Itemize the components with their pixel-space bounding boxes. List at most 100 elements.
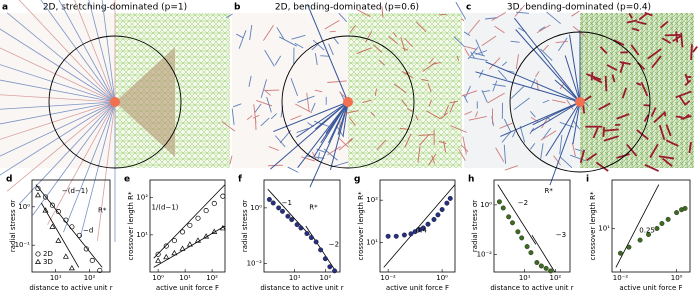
annotation: R* <box>309 204 318 212</box>
y-tick-label: 10⁻¹ <box>15 241 31 249</box>
filament <box>510 85 525 99</box>
filament <box>404 37 413 48</box>
filament <box>644 164 660 172</box>
filament <box>399 127 410 130</box>
data-point <box>682 205 688 211</box>
filament <box>555 40 568 44</box>
filament <box>463 31 471 36</box>
filament <box>401 99 408 107</box>
filament <box>504 165 518 171</box>
data-point <box>63 217 69 223</box>
filament <box>421 78 429 82</box>
data-point <box>49 202 55 208</box>
filament <box>438 141 447 144</box>
filament <box>314 53 318 65</box>
filament <box>431 155 436 164</box>
filament <box>599 46 608 55</box>
force-chain <box>0 94 116 103</box>
data-point <box>408 231 414 237</box>
filament <box>400 37 406 52</box>
filament <box>619 61 625 73</box>
tension-line <box>554 79 581 103</box>
filament <box>585 73 602 81</box>
data-point <box>76 232 82 238</box>
filament <box>661 37 672 44</box>
force-chain <box>63 101 116 233</box>
filament <box>647 48 662 60</box>
data-point <box>55 209 61 215</box>
filament <box>450 125 467 133</box>
filament <box>638 12 648 21</box>
data-point <box>420 225 426 231</box>
filament <box>616 113 630 120</box>
filament <box>658 124 666 141</box>
panel-letter: c <box>466 3 471 13</box>
filament <box>253 104 257 123</box>
filament <box>542 44 549 52</box>
panel-letter: a <box>2 3 8 13</box>
filament <box>558 37 568 52</box>
data-point <box>322 256 328 262</box>
filament <box>515 54 519 70</box>
filament <box>571 142 576 157</box>
filament <box>406 108 414 112</box>
filament <box>349 24 356 33</box>
filament <box>546 11 561 25</box>
filament <box>338 137 349 148</box>
data-point <box>506 214 512 220</box>
filament <box>481 90 490 93</box>
y-tick-label: 10¹ <box>136 231 148 239</box>
filament <box>503 118 512 133</box>
filament <box>348 117 356 126</box>
filament <box>611 74 616 83</box>
filament <box>344 110 359 114</box>
y-tick-label: 10⁰ <box>480 201 492 209</box>
filament <box>278 36 298 47</box>
data-point <box>280 208 285 214</box>
filament <box>331 161 349 168</box>
filament <box>495 147 505 163</box>
filament <box>630 44 640 56</box>
data-point <box>524 244 530 250</box>
force-chain <box>0 101 116 176</box>
filament <box>682 113 690 121</box>
annotation: R* <box>98 206 107 214</box>
tension-line <box>530 101 581 132</box>
filament <box>314 89 323 93</box>
data-point <box>211 228 218 234</box>
data-point <box>496 199 502 205</box>
filament <box>260 117 270 127</box>
filament <box>603 135 619 142</box>
filament <box>484 17 498 20</box>
filament <box>465 85 471 98</box>
plot-frame <box>379 179 456 273</box>
filament <box>659 20 669 29</box>
data-point <box>69 224 75 230</box>
data-point <box>393 233 399 239</box>
data-point <box>187 222 193 228</box>
force-chain <box>0 64 116 103</box>
data-point <box>179 245 186 251</box>
filament <box>295 103 313 114</box>
x-axis-label: active unit force F <box>386 284 449 292</box>
data-point <box>163 243 169 249</box>
data-point <box>412 229 418 235</box>
tension-line <box>475 71 581 103</box>
plot-frame <box>31 179 111 273</box>
filament <box>619 61 631 65</box>
filament <box>684 73 690 84</box>
panel-letter: d <box>6 175 12 185</box>
filament <box>650 107 657 117</box>
filament <box>570 154 586 162</box>
filament <box>415 21 427 33</box>
data-point <box>42 207 49 213</box>
filament <box>488 57 501 70</box>
tension-line <box>313 101 349 157</box>
data-point <box>665 216 671 222</box>
filament <box>264 49 275 67</box>
filament <box>529 111 536 118</box>
data-point <box>34 191 41 198</box>
filament <box>685 100 691 105</box>
guide-line <box>383 184 456 268</box>
filament <box>376 139 387 150</box>
